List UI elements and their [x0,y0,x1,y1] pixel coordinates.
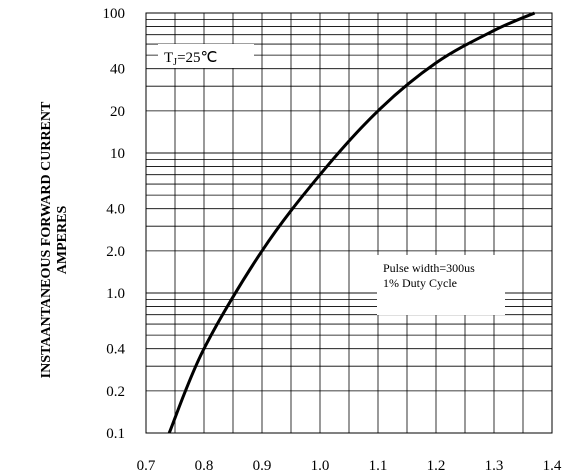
pulse-width-label: Pulse width=300us [383,261,475,275]
y-axis-label-line1: INSTAANTANEOUS FORWARD CURRENT [39,101,54,378]
y-tick-label: 2.0 [106,244,125,260]
y-tick-label: 4.0 [106,202,125,218]
pulse-annotation-box [377,255,505,315]
tj-subscript: J [173,57,177,68]
duty-cycle-label: 1% Duty Cycle [383,276,457,290]
y-tick-label: 100 [103,6,126,22]
y-tick-label: 10 [110,146,125,162]
y-tick-label: 40 [110,62,125,78]
x-tick-labels: 0.7 0.8 0.9 1.0 1.1 1.2 1.3 1.4 [137,458,562,474]
plot-frame [145,12,553,434]
y-tick-label: 0.4 [106,342,125,358]
x-tick-label: 0.8 [195,458,214,474]
y-axis-label-line2: AMPERES [55,206,70,275]
y-tick-label: 0.1 [106,426,125,442]
x-tick-label: 1.0 [311,458,330,474]
tj-value: =25℃ [177,50,217,66]
x-tick-label: 1.2 [427,458,446,474]
x-tick-label: 0.9 [253,458,272,474]
tj-label: T [164,50,173,66]
tj-annotation-box [158,44,254,68]
tj-annotation: TJ=25℃ [164,50,217,68]
y-tick-labels: 100 40 20 10 4.0 2.0 1.0 0.4 0.2 0.1 [103,6,126,442]
x-tick-label: 0.7 [137,458,156,474]
x-tick-label: 1.3 [485,458,504,474]
y-tick-label: 0.2 [106,384,125,400]
x-tick-label: 1.4 [543,458,562,474]
x-tick-label: 1.1 [369,458,388,474]
y-tick-label: 1.0 [106,286,125,302]
y-tick-label: 20 [110,104,125,120]
forward-current-curve [167,11,536,434]
chart-grid [145,12,553,434]
